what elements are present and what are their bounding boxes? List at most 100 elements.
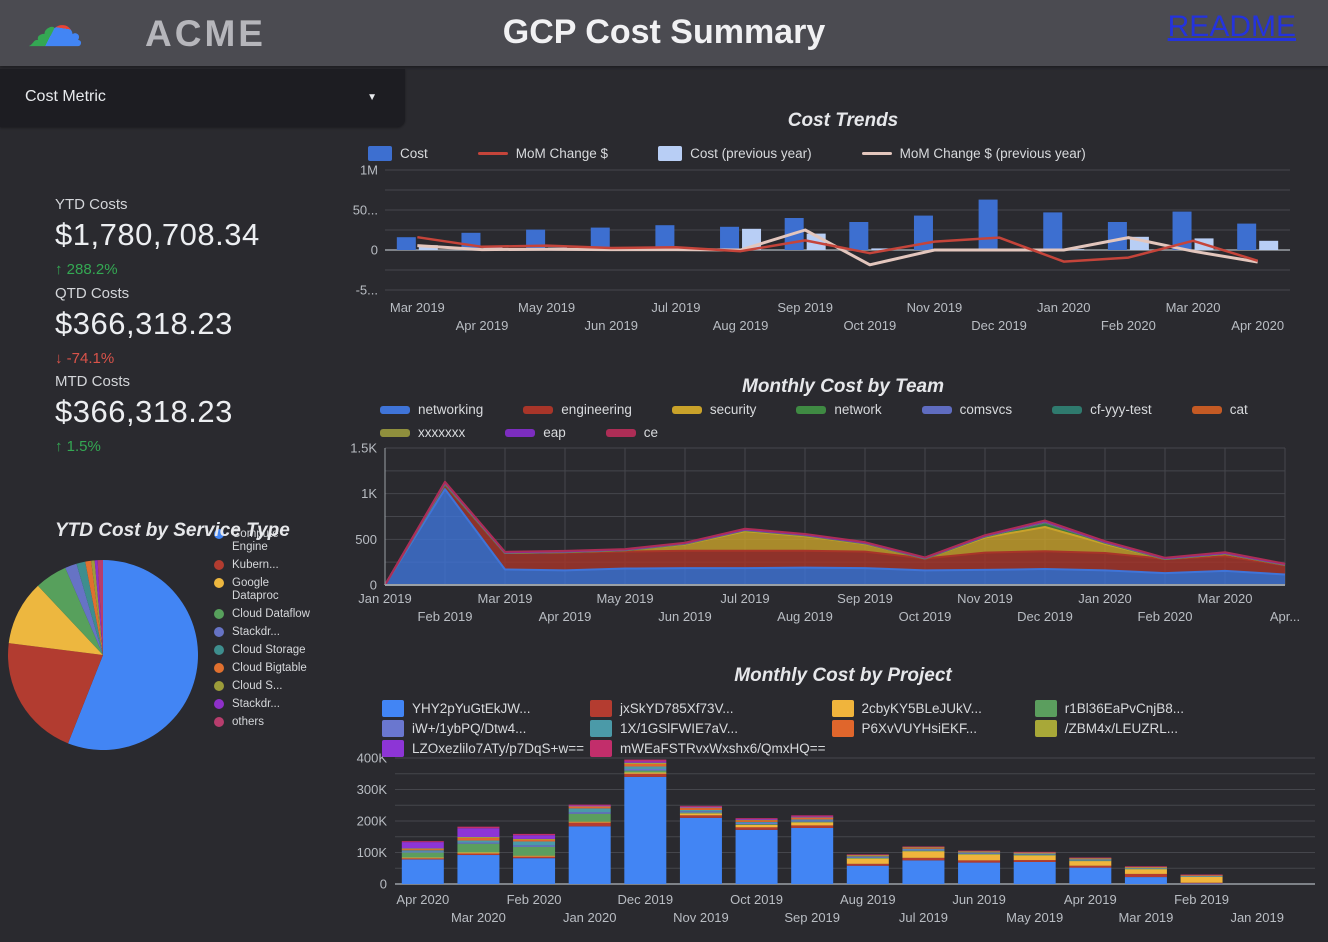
legend-label: YHY2pYuGtEkJW... [412, 701, 531, 716]
legend-swatch-icon [921, 405, 952, 414]
header-bar: ☁ ACME GCP Cost Summary README [0, 0, 1328, 66]
svg-text:May 2019: May 2019 [1006, 910, 1063, 925]
cost-metric-dropdown[interactable]: Cost Metric ▼ [0, 69, 405, 127]
svg-text:1M: 1M [360, 163, 378, 178]
legend-swatch-icon [831, 700, 854, 717]
legend-swatch-icon [1034, 700, 1057, 717]
legend-swatch-icon [380, 428, 410, 437]
svg-text:500: 500 [355, 532, 377, 547]
legend-swatch-icon [477, 152, 508, 155]
legend-label: mWEaFSTRvxWxshx6/QmxHQ== [619, 741, 826, 756]
ytd-costs-label: YTD Costs [55, 196, 128, 213]
svg-text:Jul 2019: Jul 2019 [899, 910, 948, 925]
ytd-costs-value: $1,780,708.34 [55, 217, 260, 252]
ytd-delta-value: 288.2% [66, 261, 118, 278]
svg-text:100K: 100K [357, 845, 388, 860]
svg-text:Feb 2019: Feb 2019 [1174, 892, 1229, 907]
up-arrow-icon: ↑ [55, 261, 63, 278]
svg-text:Jul 2019: Jul 2019 [651, 300, 700, 315]
legend-label: engineering [561, 402, 632, 417]
svg-text:0: 0 [370, 578, 377, 593]
svg-text:Mar 2020: Mar 2020 [1166, 300, 1221, 315]
svg-text:Feb 2020: Feb 2020 [1101, 318, 1156, 333]
pie-chart-title: YTD Cost by Service Type [55, 520, 290, 541]
legend-swatch-icon [214, 699, 224, 709]
svg-text:Jan 2019: Jan 2019 [358, 591, 412, 606]
legend-item: engineering [523, 402, 632, 417]
legend-label: Cloud Dataflow [232, 608, 310, 620]
legend-swatch-icon [214, 560, 224, 570]
legend-label: comsvcs [959, 402, 1013, 417]
legend-label: /ZBM4x/LEUZRL... [1064, 721, 1179, 736]
svg-text:Feb 2020: Feb 2020 [1138, 609, 1193, 624]
legend-item: Cloud Bigtable [214, 662, 324, 675]
svg-text:Aug 2019: Aug 2019 [713, 318, 769, 333]
gcp-cloud-logo-icon: ☁ [26, 0, 84, 60]
legend-item: cf-yyy-test [1052, 402, 1152, 417]
svg-text:Apr 2020: Apr 2020 [396, 892, 449, 907]
legend-swatch-icon [523, 405, 554, 414]
legend-label: P6XvVUYHsiEKF... [861, 721, 978, 736]
legend-swatch-icon [214, 663, 224, 673]
svg-text:Nov 2019: Nov 2019 [907, 300, 963, 315]
legend-item: comsvcs [921, 402, 1013, 417]
svg-text:1K: 1K [361, 486, 377, 501]
legend-label: network [834, 402, 882, 417]
svg-text:Oct 2019: Oct 2019 [899, 609, 952, 624]
legend-label: cat [1229, 402, 1248, 417]
legend-item: 1X/1GSlFWIE7aV... [589, 720, 826, 737]
legend-item: security [671, 402, 756, 417]
legend-label: Cloud Bigtable [232, 662, 307, 674]
legend-label: eap [543, 425, 566, 440]
svg-text:-5...: -5... [356, 283, 378, 298]
legend-label: ce [643, 425, 659, 440]
svg-text:Mar 2020: Mar 2020 [1198, 591, 1253, 606]
legend-item: Cloud Dataflow [214, 608, 324, 621]
legend-item: YHY2pYuGtEkJW... [382, 700, 584, 717]
legend-label: others [232, 716, 264, 728]
legend-swatch-icon [605, 428, 636, 437]
legend-swatch-icon [658, 146, 683, 161]
legend-label: networking [418, 402, 484, 417]
svg-text:Aug 2019: Aug 2019 [777, 609, 833, 624]
legend-item: Cost [368, 146, 428, 161]
legend-swatch-icon [214, 627, 224, 637]
svg-text:0: 0 [371, 243, 378, 258]
svg-text:Apr 2020: Apr 2020 [1231, 318, 1284, 333]
svg-text:Apr 2019: Apr 2019 [1064, 892, 1117, 907]
mtd-costs-label: MTD Costs [55, 373, 130, 390]
qtd-costs-value: $366,318.23 [55, 306, 233, 341]
monthly-cost-by-team-title: Monthly Cost by Team [742, 376, 944, 397]
legend-swatch-icon [1034, 720, 1057, 737]
down-arrow-icon: ↓ [55, 350, 63, 367]
svg-text:Jun 2019: Jun 2019 [585, 318, 639, 333]
legend-swatch-icon [796, 405, 827, 414]
legend-label: Google Dataproc [232, 577, 279, 602]
svg-text:Jan 2020: Jan 2020 [1037, 300, 1091, 315]
legend-label: Stackdr... [232, 698, 280, 710]
legend-item: cat [1191, 402, 1248, 417]
svg-text:Feb 2019: Feb 2019 [418, 609, 473, 624]
svg-text:400K: 400K [357, 752, 388, 766]
project-legend: YHY2pYuGtEkJW... jxSkYD785Xf73V... 2cbyKY5… [382, 700, 1232, 757]
readme-link[interactable]: README [1167, 10, 1296, 43]
cost-metric-label: Cost Metric [25, 88, 106, 105]
legend-swatch-icon [214, 578, 224, 588]
legend-swatch-icon [1191, 405, 1222, 414]
svg-text:Mar 2019: Mar 2019 [1118, 910, 1173, 925]
mtd-delta-value: 1.5% [66, 438, 101, 455]
brand-name: ACME [145, 13, 266, 54]
pie-legend: Compute Engine Kubern... Google Dataproc Cl… [214, 528, 324, 734]
svg-text:Dec 2019: Dec 2019 [1017, 609, 1073, 624]
svg-text:Mar 2020: Mar 2020 [451, 910, 506, 925]
legend-item: networking [380, 402, 483, 417]
svg-text:Nov 2019: Nov 2019 [673, 910, 729, 925]
legend-item: Stackdr... [214, 698, 324, 711]
legend-swatch-icon [589, 720, 612, 737]
mtd-costs-value: $366,318.23 [55, 394, 233, 429]
legend-swatch-icon [214, 717, 224, 727]
legend-swatch-icon [831, 720, 854, 737]
legend-label: Compute Engine [232, 528, 279, 553]
qtd-delta-value: -74.1% [66, 350, 115, 367]
